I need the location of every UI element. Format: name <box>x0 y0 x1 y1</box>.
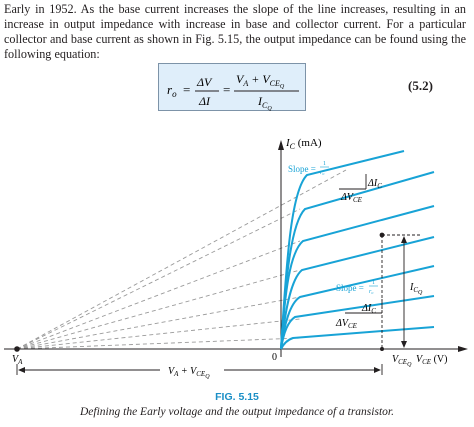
va-point <box>14 346 20 352</box>
slope-2-den: ro <box>369 289 373 295</box>
y-axis-arrow <box>278 140 284 150</box>
equation-number: (5.2) <box>408 78 433 93</box>
delta-ic-1: ΔIC <box>367 178 382 190</box>
origin-label: 0 <box>272 352 277 363</box>
slope-label-1: Slope = <box>288 164 316 174</box>
eq-frac1-den: ΔI <box>198 94 211 108</box>
curve-7 <box>280 150 405 350</box>
early-voltage-dashed-lines <box>16 169 347 350</box>
icq-arrow-bottom <box>401 341 407 348</box>
figure-label: FIG. 5.15 <box>215 391 259 403</box>
body-paragraph: Early in 1952. As the base current incre… <box>4 2 466 61</box>
icq-label: ICQ <box>409 282 423 296</box>
equation: ro = ΔV ΔI = VA + VCEQ ICQ <box>167 72 299 112</box>
svg-text:ro: ro <box>167 82 177 99</box>
slope-label-2: Slope = <box>336 283 364 293</box>
y-axis-label: IC (mA) <box>285 137 322 151</box>
delta-vce-2: ΔVCE <box>335 318 358 330</box>
span-arrow-left <box>18 367 25 373</box>
icq-arrow-top <box>401 236 407 243</box>
span-label: VA + VCEQ <box>168 366 210 380</box>
eq-lhs-sub: o <box>172 89 177 99</box>
slope-2-num: 1 <box>372 280 375 286</box>
vceq-point <box>380 347 384 351</box>
va-label: VA <box>12 354 23 366</box>
span-arrow-right <box>374 367 381 373</box>
slope-1-den: ro <box>320 170 324 176</box>
curve-2 <box>280 295 435 350</box>
characteristic-curves <box>280 150 435 350</box>
curve-1 <box>280 326 435 350</box>
x-axis-arrow <box>458 346 468 352</box>
slope-1-num: 1 <box>323 161 326 167</box>
equation-box: ro = ΔV ΔI = VA + VCEQ ICQ <box>158 63 306 112</box>
curve-5 <box>280 205 435 350</box>
eq-frac1-num: ΔV <box>196 75 213 89</box>
eq-frac2-den: ICQ <box>257 94 272 112</box>
delta-vce-1: ΔVCE <box>340 192 363 204</box>
delta-ic-2: ΔIC <box>361 303 376 315</box>
vceq-label: VCEQ <box>392 354 412 368</box>
eq-equals-1: = <box>183 82 190 97</box>
eq-equals-2: = <box>223 82 230 97</box>
eq-lhs: r <box>167 82 173 97</box>
slope-triangle-1 <box>339 174 367 190</box>
figure-caption: Defining the Early voltage and the outpu… <box>80 406 394 418</box>
eq-frac2-num: VA + VCEQ <box>236 72 285 90</box>
x-axis-label: VCE (V) <box>416 354 447 366</box>
